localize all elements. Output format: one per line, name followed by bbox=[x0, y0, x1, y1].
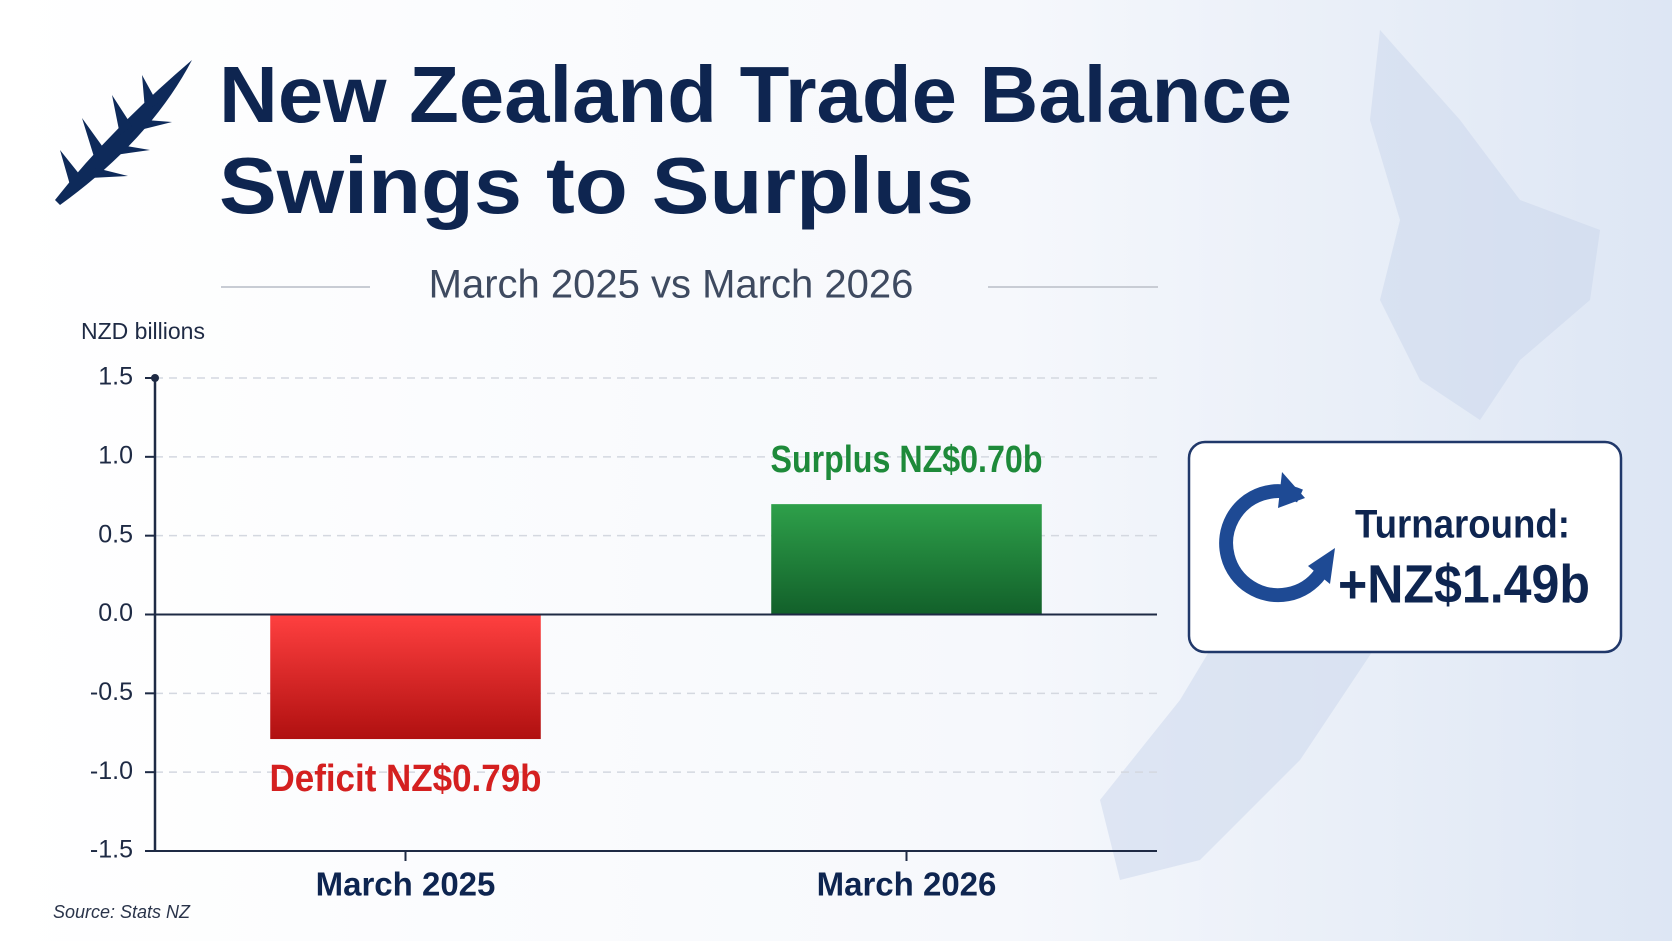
y-axis-label: NZD billions bbox=[81, 318, 205, 344]
source: Source: Stats NZ bbox=[53, 902, 191, 922]
y-tick-label: 1.5 bbox=[98, 363, 133, 391]
y-tick-label: 0.5 bbox=[98, 520, 133, 548]
y-tick-label: -0.5 bbox=[90, 678, 133, 706]
callout-box bbox=[1187, 440, 1623, 654]
fern-icon bbox=[55, 60, 192, 205]
title-line: Swings to Surplus bbox=[219, 141, 974, 230]
x-tick-label: March 2026 bbox=[817, 866, 997, 903]
callout-label: Turnaround: bbox=[1355, 503, 1570, 547]
value-label: Surplus NZ$0.70b bbox=[771, 439, 1043, 481]
y-tick-label: -1.5 bbox=[90, 836, 133, 864]
map-silhouette bbox=[1100, 30, 1600, 880]
value-label: Deficit NZ$0.79b bbox=[270, 758, 542, 800]
callout: Turnaround: +NZ$1.49b bbox=[1187, 440, 1623, 654]
turnaround-arrowheads bbox=[1278, 472, 1335, 584]
y-tick-label: 0.0 bbox=[98, 599, 133, 627]
title-line: New Zealand Trade Balance bbox=[219, 50, 1292, 139]
y-tick-label: -1.0 bbox=[90, 757, 133, 785]
bar bbox=[771, 504, 1042, 615]
y-axis-cap bbox=[151, 374, 159, 382]
callout-value: +NZ$1.49b bbox=[1338, 554, 1590, 614]
x-tick-label: March 2025 bbox=[316, 866, 496, 903]
bar bbox=[270, 614, 541, 740]
turnaround-icon bbox=[1219, 484, 1326, 603]
y-tick-label: 1.0 bbox=[98, 441, 133, 469]
subtitle: March 2025 vs March 2026 bbox=[429, 263, 914, 307]
